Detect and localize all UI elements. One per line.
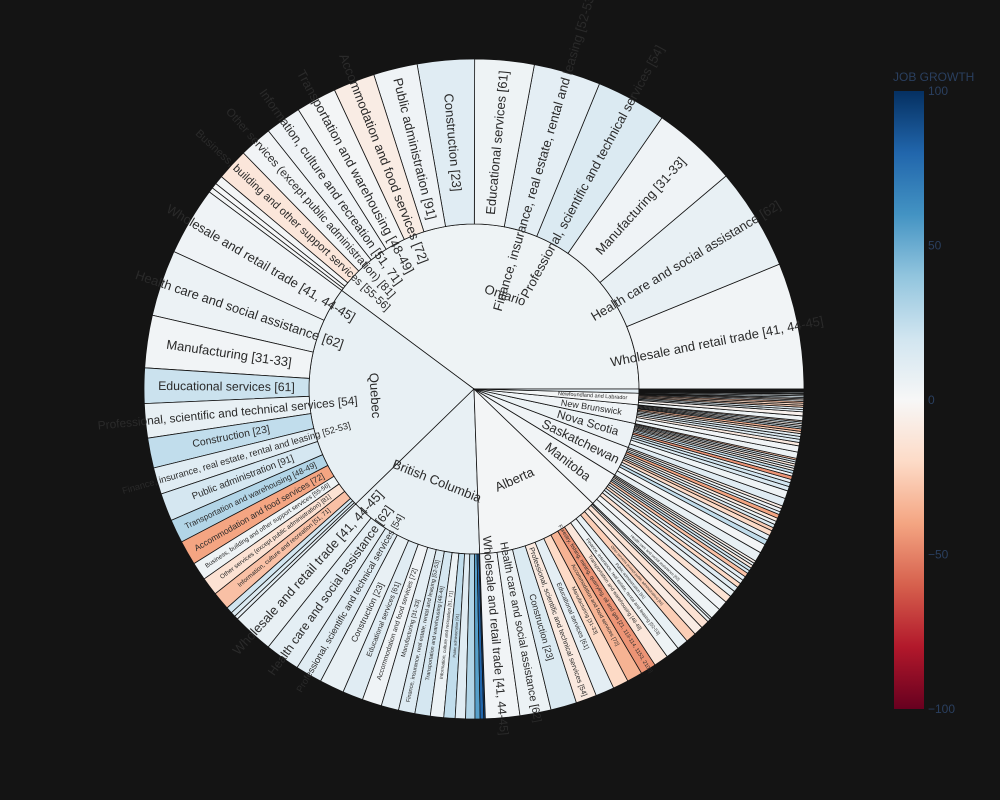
sunburst-rings bbox=[143, 58, 805, 720]
colorbar-title: JOB GROWTH bbox=[893, 70, 974, 84]
colorbar-tick-label: 50 bbox=[928, 239, 942, 253]
colorbar-gradient bbox=[894, 91, 924, 709]
colorbar: JOB GROWTH 100 50 0 −50 −100 bbox=[893, 70, 974, 716]
industry-label: Educational services [61] bbox=[158, 379, 295, 394]
colorbar-tick-label: 100 bbox=[928, 84, 948, 98]
industry-segment-manufacturing-31-33[interactable] bbox=[638, 388, 805, 391]
province-label: Newfoundland and Labrador bbox=[558, 391, 628, 401]
colorbar-tick-label: −100 bbox=[928, 702, 955, 716]
province-label: Quebec bbox=[366, 372, 384, 419]
industry-label: Public administration [91] bbox=[451, 614, 459, 658]
colorbar-ticks: 100 50 0 −50 −100 bbox=[928, 84, 955, 716]
colorbar-tick-label: 0 bbox=[928, 393, 935, 407]
colorbar-tick-label: −50 bbox=[928, 548, 949, 562]
